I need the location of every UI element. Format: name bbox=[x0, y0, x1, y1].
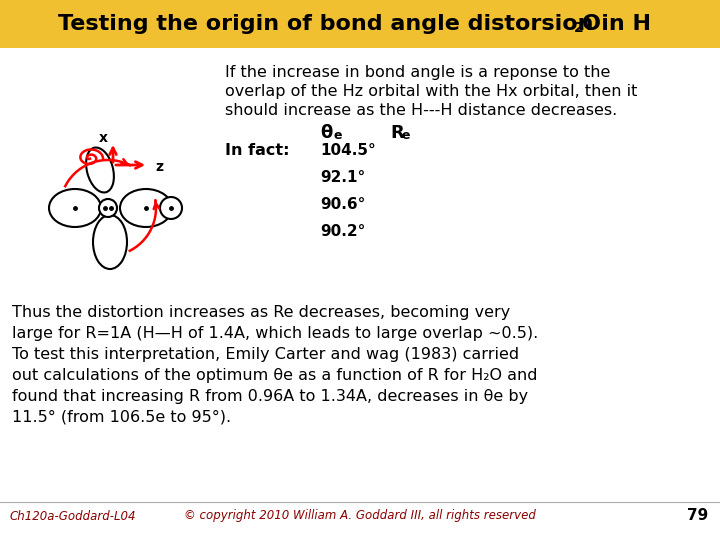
Text: overlap of the Hz orbital with the Hx orbital, then it: overlap of the Hz orbital with the Hx or… bbox=[225, 84, 637, 99]
Text: © copyright 2010 William A. Goddard III, all rights reserved: © copyright 2010 William A. Goddard III,… bbox=[184, 510, 536, 523]
Text: large for R=1A (H—H of 1.4A, which leads to large overlap ~0.5).: large for R=1A (H—H of 1.4A, which leads… bbox=[12, 326, 539, 341]
Text: If the increase in bond angle is a reponse to the: If the increase in bond angle is a repon… bbox=[225, 65, 611, 80]
Text: z: z bbox=[155, 160, 163, 174]
Text: Thus the distortion increases as Re decreases, becoming very: Thus the distortion increases as Re decr… bbox=[12, 305, 510, 320]
Text: 79: 79 bbox=[687, 509, 708, 523]
Text: out calculations of the optimum θe as a function of R for H₂O and: out calculations of the optimum θe as a … bbox=[12, 368, 538, 383]
Text: Ch120a-Goddard-L04: Ch120a-Goddard-L04 bbox=[10, 510, 137, 523]
Text: 90.2°: 90.2° bbox=[320, 224, 365, 239]
Text: e: e bbox=[333, 129, 341, 142]
Ellipse shape bbox=[93, 215, 127, 269]
Text: θ: θ bbox=[320, 124, 332, 142]
Text: 92.1°: 92.1° bbox=[320, 170, 365, 185]
Text: 104.5°: 104.5° bbox=[320, 143, 376, 158]
Ellipse shape bbox=[86, 147, 114, 192]
Text: O: O bbox=[582, 14, 601, 34]
Bar bbox=[0, 0, 720, 48]
Text: 2: 2 bbox=[574, 21, 584, 35]
Text: found that increasing R from 0.96A to 1.34A, decreases in θe by: found that increasing R from 0.96A to 1.… bbox=[12, 389, 528, 404]
Text: 11.5° (from 106.5e to 95°).: 11.5° (from 106.5e to 95°). bbox=[12, 410, 231, 425]
Text: 90.6°: 90.6° bbox=[320, 197, 365, 212]
Text: x: x bbox=[99, 131, 107, 145]
Text: To test this interpretation, Emily Carter and wag (1983) carried: To test this interpretation, Emily Carte… bbox=[12, 347, 519, 362]
Text: e: e bbox=[401, 129, 410, 142]
Circle shape bbox=[99, 199, 117, 217]
Ellipse shape bbox=[120, 189, 172, 227]
Text: should increase as the H---H distance decreases.: should increase as the H---H distance de… bbox=[225, 103, 617, 118]
Text: R: R bbox=[390, 124, 404, 142]
Circle shape bbox=[160, 197, 182, 219]
Text: Testing the origin of bond angle distorsion in H: Testing the origin of bond angle distors… bbox=[58, 14, 652, 34]
Ellipse shape bbox=[49, 189, 101, 227]
Text: In fact:: In fact: bbox=[225, 143, 289, 158]
